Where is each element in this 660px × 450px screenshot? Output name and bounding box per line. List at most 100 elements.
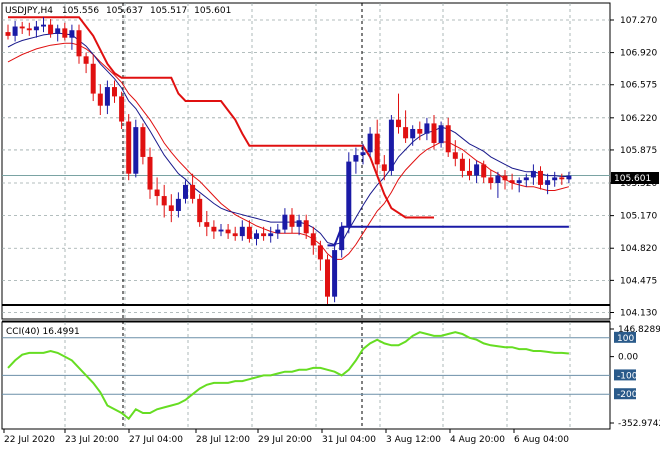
candle-bull xyxy=(282,214,288,230)
candle-bear xyxy=(261,233,267,237)
time-tick-label: 29 Jul 20:00 xyxy=(258,435,312,445)
price-tick-label: 107.270 xyxy=(620,16,657,26)
candle-bear xyxy=(190,184,196,199)
candle-bear xyxy=(154,189,160,197)
candle-bear xyxy=(374,133,380,165)
cci-tick-label: 146.8289 xyxy=(618,325,660,335)
candle-bull xyxy=(530,170,536,178)
candle-bear xyxy=(246,226,252,239)
candle-bear xyxy=(502,175,508,181)
candle-bear xyxy=(381,164,387,171)
price-axis: 107.270 106.920 106.575 106.220 105.875 105.5… xyxy=(610,16,657,319)
slow-ma-line xyxy=(7,42,570,260)
price-tick-label: 106.920 xyxy=(620,49,657,59)
candle-bull xyxy=(424,123,430,134)
candle-bull xyxy=(12,26,18,36)
candle-bear xyxy=(325,259,330,297)
cci-level-tag xyxy=(614,331,636,343)
cci-tick-label: 0.00 xyxy=(618,353,638,363)
candle-bear xyxy=(112,87,117,97)
cci-levels xyxy=(2,337,610,395)
cci-level-tag xyxy=(614,369,636,381)
candle-bear xyxy=(488,177,494,184)
cci-tick-label: -200 xyxy=(617,390,638,400)
current-price-label: 105.601 xyxy=(614,174,651,184)
candlesticks[interactable] xyxy=(5,17,572,306)
candle-bull xyxy=(239,226,245,237)
price-tick-label: 105.875 xyxy=(620,146,657,156)
candle-bear xyxy=(5,32,11,36)
candle-bull xyxy=(523,177,529,181)
candle-bull xyxy=(566,175,572,180)
symbol-label: USDJPY,H4 xyxy=(5,6,53,16)
time-tick-label: 23 Jul 20:00 xyxy=(65,435,119,445)
candle-bear xyxy=(481,164,487,178)
fast-ma-line xyxy=(7,32,569,246)
candle-bull xyxy=(55,28,61,34)
price-tick-label: 105.520 xyxy=(620,179,657,189)
candle-bear xyxy=(140,127,146,157)
candle-bear xyxy=(289,214,295,227)
candle-bull xyxy=(332,250,338,297)
candle-bull xyxy=(41,24,46,27)
support-line xyxy=(327,225,569,247)
candle-bear xyxy=(147,156,153,190)
candle-bear xyxy=(19,26,25,29)
candle-bull xyxy=(183,184,188,199)
high-value: 105.637 xyxy=(106,6,143,16)
cci-tick-label: -100 xyxy=(617,371,638,381)
candle-bear xyxy=(403,127,409,139)
cci-line xyxy=(7,331,569,421)
price-tick-label: 104.130 xyxy=(620,309,657,319)
candle-bear xyxy=(303,220,309,234)
candle-bull xyxy=(346,161,352,227)
cci-tick-label: -352.9742 xyxy=(618,419,660,429)
candle-bear xyxy=(119,96,125,122)
price-tick-label: 105.170 xyxy=(620,212,657,222)
time-tick-label: 4 Aug 20:00 xyxy=(450,435,505,445)
low-value: 105.517 xyxy=(150,6,187,16)
candle-bear xyxy=(26,28,32,31)
candle-bull xyxy=(254,233,259,239)
time-tick-label: 6 Aug 04:00 xyxy=(514,435,569,445)
cci-level-tag xyxy=(614,388,636,400)
time-axis: 22 Jul 2020 23 Jul 20:00 27 Jul 04:00 28 Ju… xyxy=(3,429,569,445)
chart-header: USDJPY,H4 105.556 105.637 105.517 105.60… xyxy=(5,6,231,16)
time-tick-label: 3 Aug 12:00 xyxy=(386,435,441,445)
price-panel: 107.270 106.920 106.575 106.220 105.875 105.5… xyxy=(1,2,659,429)
price-tick-label: 106.575 xyxy=(620,81,657,91)
candle-bear xyxy=(225,229,231,234)
candle-bull xyxy=(360,152,366,156)
price-tick-label: 104.820 xyxy=(620,244,657,254)
cci-label: CCI(40) 16.4991 xyxy=(6,327,80,337)
candle-bull xyxy=(33,26,39,31)
candle-bear xyxy=(232,233,238,237)
candle-bear xyxy=(509,180,515,184)
candle-bear xyxy=(459,158,465,171)
candle-bull xyxy=(388,119,394,171)
candle-bull xyxy=(552,177,558,181)
candle-bull xyxy=(268,233,274,237)
candle-bull xyxy=(353,155,359,162)
candle-bull xyxy=(438,125,444,143)
candle-bull xyxy=(296,220,302,227)
candle-bear xyxy=(417,128,423,134)
candle-bear xyxy=(161,196,167,206)
candle-bull xyxy=(218,229,224,232)
close-value: 105.601 xyxy=(194,6,231,16)
candle-bear xyxy=(197,198,203,223)
price-panel-frame xyxy=(1,2,611,320)
candle-bull xyxy=(339,226,345,251)
candle-bull xyxy=(104,87,110,106)
candle-bull xyxy=(69,30,75,38)
candle-bear xyxy=(76,30,82,57)
candle-bull xyxy=(495,175,501,184)
candle-bear xyxy=(90,63,96,94)
time-tick-label: 31 Jul 04:00 xyxy=(322,435,376,445)
candle-bull xyxy=(474,164,480,176)
candle-bull xyxy=(175,198,181,211)
